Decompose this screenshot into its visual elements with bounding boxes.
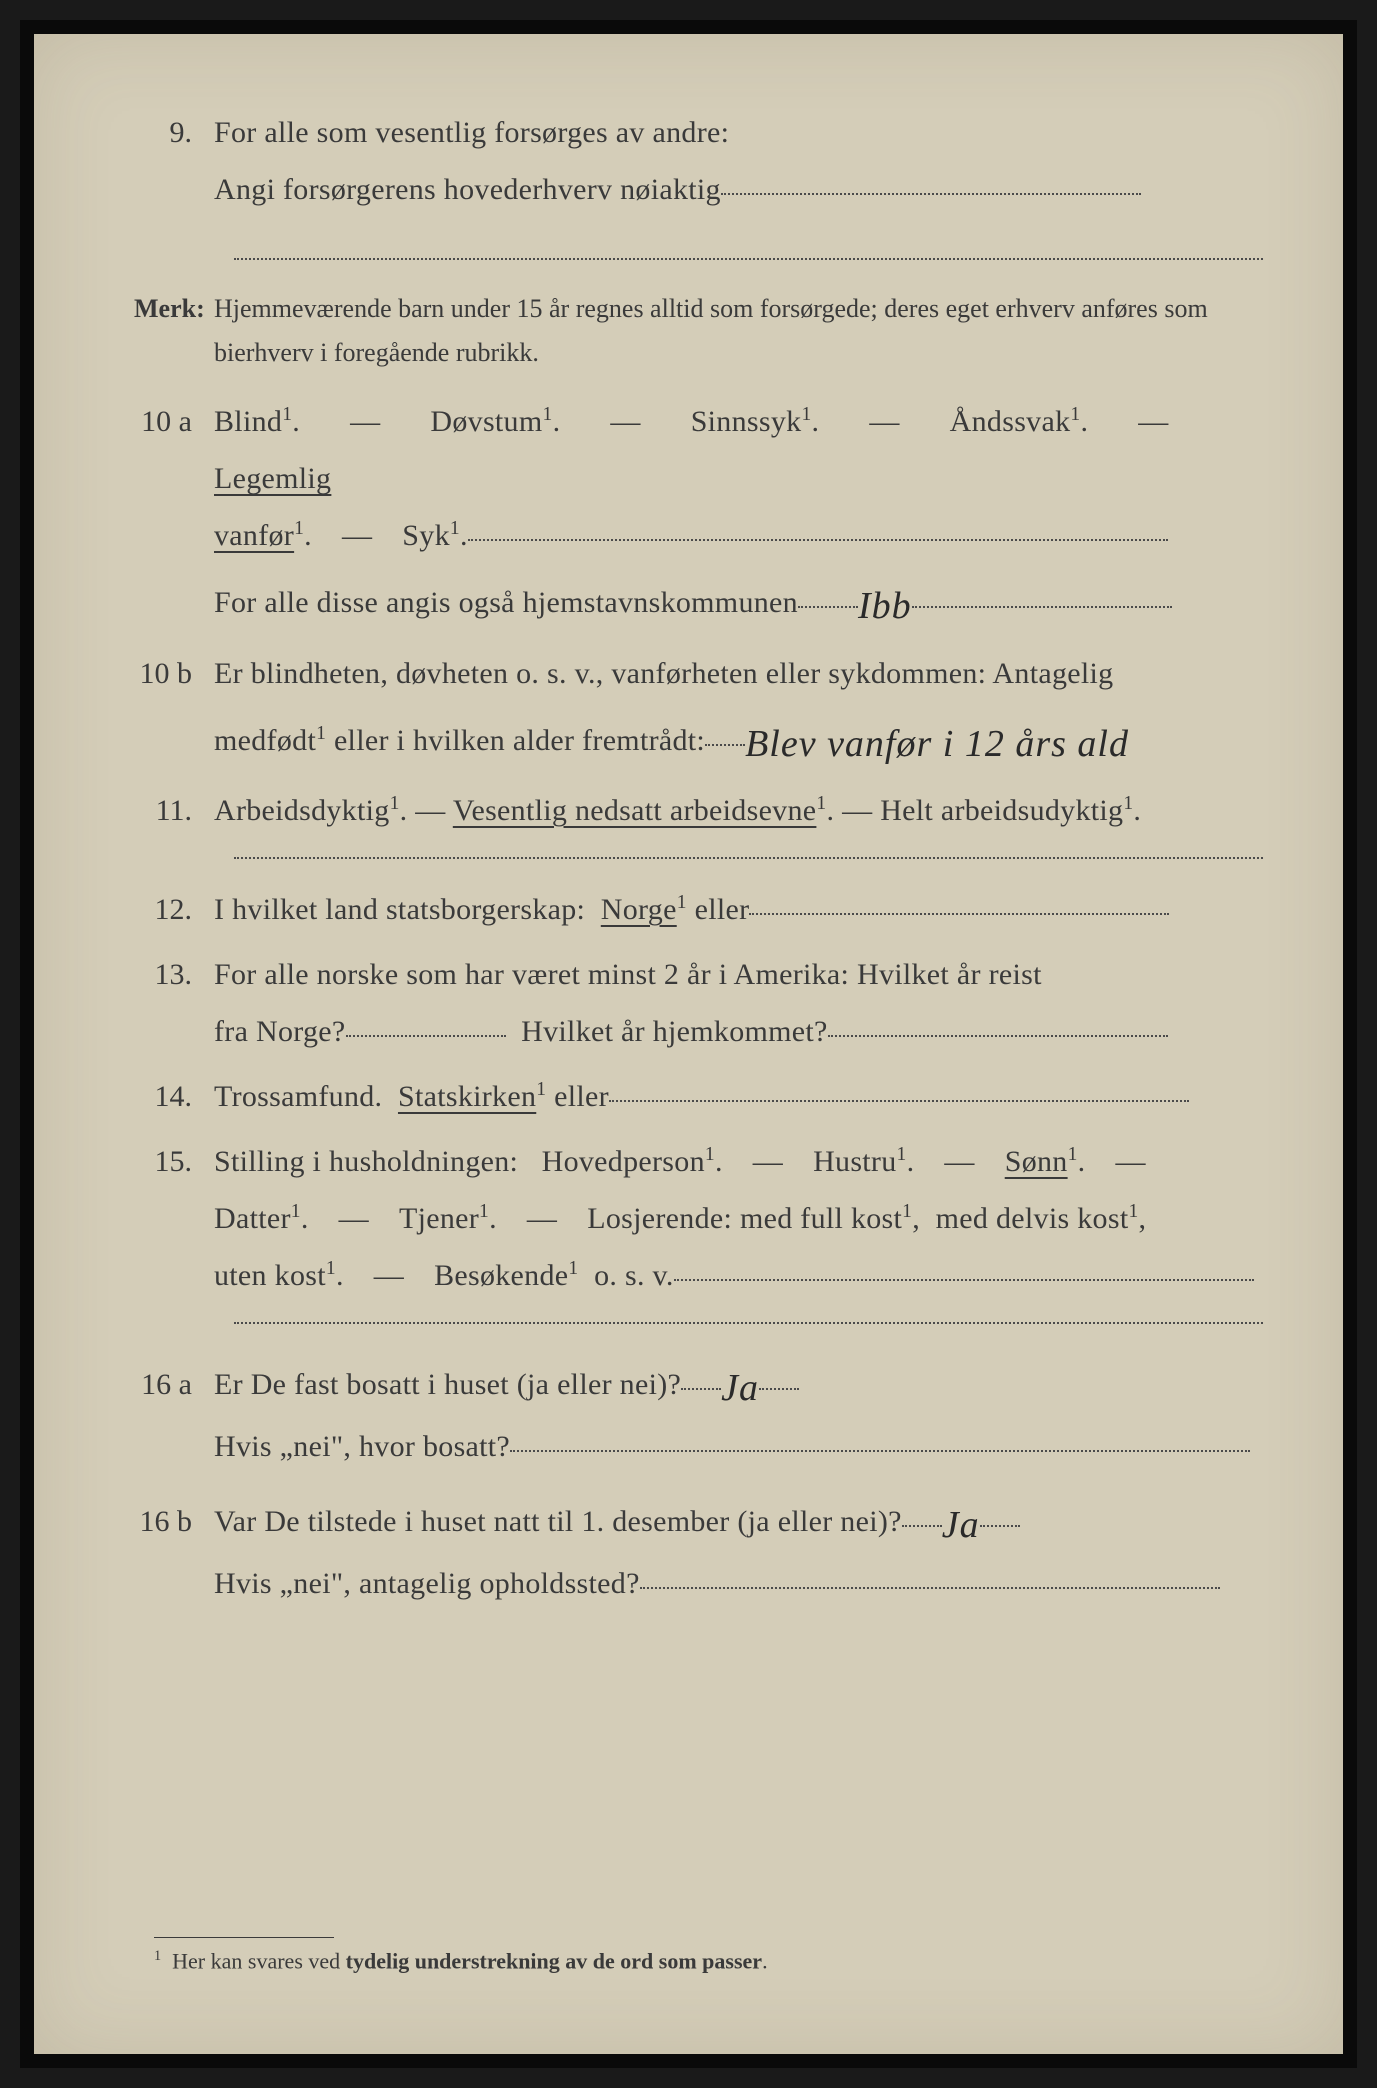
- footnote-marker: 1: [154, 1948, 161, 1964]
- q10a-line2: For alle disse angis også hjemstavnskomm…: [214, 586, 798, 619]
- q16a-line2: Hvis „nei", hvor bosatt?: [214, 1430, 510, 1463]
- q15-hoved: Hovedperson: [542, 1145, 705, 1178]
- q10a-syk: Syk: [402, 519, 450, 552]
- q11-opt-a: Arbeidsdyktig: [214, 794, 390, 827]
- q16b-line1: Var De tilstede i huset natt til 1. dese…: [214, 1505, 902, 1538]
- census-form-page: 9. For alle som vesentlig forsørges av a…: [20, 20, 1357, 2068]
- q9-blank-line: [234, 236, 1263, 260]
- q10a-vanfor: vanfør: [214, 519, 294, 552]
- q15-hustru: Hustru: [813, 1145, 896, 1178]
- q10b-line2a: medfødt: [214, 724, 316, 757]
- question-11: 11. Arbeidsdyktig1. — Vesentlig nedsatt …: [134, 782, 1263, 839]
- q16a-line1: Er De fast bosatt i huset (ja eller nei)…: [214, 1368, 681, 1401]
- merk-label: Merk:: [134, 284, 214, 333]
- q10b-line2b: eller i hvilken alder fremtrådt:: [326, 724, 705, 757]
- question-12: 12. I hvilket land statsborgerskap: Norg…: [134, 881, 1263, 938]
- q15-besok: Besøkende: [434, 1259, 568, 1292]
- q15-content: Stilling i husholdningen: Hovedperson1.—…: [214, 1133, 1263, 1304]
- merk-note: Merk: Hjemmeværende barn under 15 år reg…: [134, 284, 1263, 375]
- q16a-content: Er De fast bosatt i huset (ja eller nei)…: [214, 1346, 1263, 1475]
- q12-norge: Norge: [601, 893, 677, 926]
- q16b-line2: Hvis „nei", antagelig opholdssted?: [214, 1567, 640, 1600]
- q15-osv: o. s. v.: [594, 1259, 674, 1292]
- footnote-text: Her kan svares ved tydelig understreknin…: [172, 1948, 767, 1973]
- q10a-sinnssyk: Sinnssyk: [691, 405, 802, 438]
- q15-uten: uten kost: [214, 1259, 326, 1292]
- question-14: 14. Trossamfund. Statskirken1 eller: [134, 1068, 1263, 1125]
- q15-tjener: Tjener: [399, 1202, 479, 1235]
- q9-number: 9.: [134, 104, 214, 161]
- q15-intro: Stilling i husholdningen:: [214, 1145, 518, 1178]
- q10a-handwritten: Ibb: [858, 570, 912, 642]
- q12-eller: eller: [695, 893, 750, 926]
- q14-eller: eller: [554, 1080, 609, 1113]
- q15-delvis: med delvis kost: [936, 1202, 1129, 1235]
- q10b-content: Er blindheten, døvheten o. s. v., vanfør…: [214, 645, 1263, 774]
- q14-statskirken: Statskirken: [398, 1080, 536, 1113]
- q10b-number: 10 b: [134, 645, 214, 702]
- q16b-number: 16 b: [134, 1493, 214, 1550]
- q14-number: 14.: [134, 1068, 214, 1125]
- q15-losj: Losjerende: med full kost: [587, 1202, 902, 1235]
- divider-line-1: [234, 857, 1263, 859]
- q13-line1: For alle norske som har været minst 2 år…: [214, 958, 1042, 991]
- q10a-legemlig: Legemlig: [214, 462, 331, 495]
- question-15: 15. Stilling i husholdningen: Hovedperso…: [134, 1133, 1263, 1304]
- q13-line2b: Hvilket år hjemkommet?: [521, 1015, 828, 1048]
- q12-number: 12.: [134, 881, 214, 938]
- question-10b: 10 b Er blindheten, døvheten o. s. v., v…: [134, 645, 1263, 774]
- merk-text: Hjemmeværende barn under 15 år regnes al…: [214, 287, 1263, 375]
- q14-text: Trossamfund.: [214, 1080, 382, 1113]
- q16b-content: Var De tilstede i huset natt til 1. dese…: [214, 1483, 1263, 1612]
- q16b-handwritten: Ja: [942, 1489, 980, 1561]
- q16a-handwritten: Ja: [721, 1352, 759, 1424]
- divider-line-2: [234, 1322, 1263, 1324]
- q10a-number: 10 a: [134, 393, 214, 450]
- q15-datter: Datter: [214, 1202, 291, 1235]
- footnote: 1 Her kan svares ved tydelig understrekn…: [154, 1937, 768, 1974]
- q10b-line1: Er blindheten, døvheten o. s. v., vanfør…: [214, 657, 1113, 690]
- q14-content: Trossamfund. Statskirken1 eller: [214, 1068, 1263, 1125]
- q11-opt-c: Helt arbeidsudyktig: [880, 794, 1123, 827]
- q12-text: I hvilket land statsborgerskap:: [214, 893, 585, 926]
- question-16b: 16 b Var De tilstede i huset natt til 1.…: [134, 1483, 1263, 1612]
- q13-line2a: fra Norge?: [214, 1015, 346, 1048]
- q10a-andssvak: Åndssvak: [950, 405, 1071, 438]
- q10a-blind: Blind: [214, 405, 282, 438]
- q13-number: 13.: [134, 946, 214, 1003]
- q13-content: For alle norske som har været minst 2 år…: [214, 946, 1263, 1060]
- q15-number: 15.: [134, 1133, 214, 1190]
- q11-content: Arbeidsdyktig1. — Vesentlig nedsatt arbe…: [214, 782, 1263, 839]
- q11-number: 11.: [134, 782, 214, 839]
- q12-content: I hvilket land statsborgerskap: Norge1 e…: [214, 881, 1263, 938]
- q16a-number: 16 a: [134, 1356, 214, 1413]
- q9-content: For alle som vesentlig forsørges av andr…: [214, 104, 1263, 218]
- q10a-content: Blind1.—Døvstum1.—Sinnssyk1.—Åndssvak1.—…: [214, 393, 1263, 636]
- question-10a: 10 a Blind1.—Døvstum1.—Sinnssyk1.—Åndssv…: [134, 393, 1263, 636]
- q10b-handwritten: Blev vanfør i 12 års ald: [745, 708, 1129, 780]
- q9-line1: For alle som vesentlig forsørges av andr…: [214, 116, 729, 149]
- footnote-rule: [154, 1937, 334, 1938]
- q15-sonn: Sønn: [1005, 1145, 1068, 1178]
- question-13: 13. For alle norske som har været minst …: [134, 946, 1263, 1060]
- q11-opt-b: Vesentlig nedsatt arbeidsevne: [453, 794, 817, 827]
- q10a-dovstum: Døvstum: [430, 405, 542, 438]
- question-9: 9. For alle som vesentlig forsørges av a…: [134, 104, 1263, 218]
- question-16a: 16 a Er De fast bosatt i huset (ja eller…: [134, 1346, 1263, 1475]
- q9-line2: Angi forsørgerens hovederhverv nøiaktig: [214, 173, 721, 206]
